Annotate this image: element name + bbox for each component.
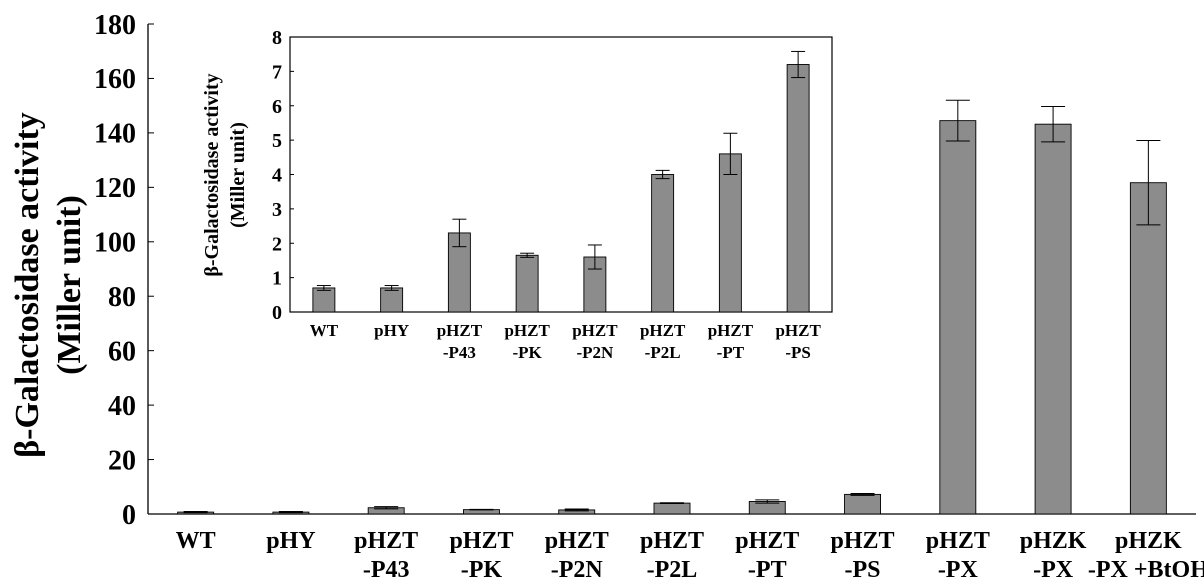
inset-y-tick-label: 5 — [272, 130, 282, 152]
inset-bar — [380, 287, 404, 313]
main-x-tick-label: pHZT — [449, 528, 513, 554]
inset-y-tick-label: 7 — [272, 61, 282, 83]
inset-x-tick-label: pHZT — [437, 321, 483, 340]
inset-x-tick-label: pHZT — [775, 321, 821, 340]
inset-y-axis-title-line2: (Miller unit) — [227, 122, 249, 228]
main-x-tick-label: -PX +BtOH — [1088, 557, 1204, 579]
inset-x-tick-label: -PK — [512, 343, 542, 362]
inset-y-tick-label: 4 — [272, 165, 282, 187]
inset-x-tick-label: -PT — [717, 343, 745, 362]
main-bar — [653, 502, 691, 515]
inset-x-tick-label: pHZT — [572, 321, 618, 340]
main-x-tick-label: -PS — [845, 557, 881, 579]
main-x-tick-label: -P43 — [363, 557, 410, 579]
inset-y-axis-title-line1: β-Galactosidase activity — [201, 73, 223, 276]
inset-y-axis-title: β-Galactosidase activity (Miller unit) — [201, 73, 249, 276]
main-x-tick-label: -PT — [748, 557, 787, 579]
main-x-tick-label: -P2L — [647, 557, 698, 579]
main-x-tick-label: -PX — [938, 557, 979, 579]
inset-x-tick-label: pHZT — [708, 321, 754, 340]
inset-bar — [312, 287, 336, 313]
main-y-tick-label: 100 — [94, 228, 136, 259]
main-y-axis-title: β-Galactosidase activity (Miller unit) — [9, 112, 88, 458]
main-y-axis-title-line2: (Miller unit) — [51, 195, 88, 375]
main-bar — [844, 493, 881, 515]
inset-x-tick-label: pHY — [374, 321, 409, 340]
main-x-tick-label: WT — [176, 528, 216, 554]
main-x-tick-label: pHZK — [1020, 528, 1087, 554]
inset-x-tick-label: -PS — [785, 343, 811, 362]
main-y-tick-label: 120 — [94, 173, 136, 204]
inset-x-tick-label: -P2L — [645, 343, 681, 362]
main-y-tick-label: 160 — [94, 64, 136, 95]
inset-y-tick-label: 1 — [272, 268, 282, 290]
main-x-tick-label: pHZK — [1115, 528, 1182, 554]
inset-x-tick-label: pHZT — [504, 321, 550, 340]
main-group: 020406080100120140160180β-Galactosidase … — [9, 10, 1204, 583]
main-y-axis-title-line1: β-Galactosidase activity — [9, 112, 46, 458]
main-y-tick-label: 20 — [108, 445, 136, 476]
main-x-tick-label: pHZT — [354, 528, 418, 554]
main-x-tick-label: pHY — [266, 528, 315, 554]
inset-plot-frame — [289, 36, 833, 313]
main-x-tick-label: -PX — [1033, 557, 1074, 579]
inset-bar — [718, 153, 742, 313]
inset-x-tick-label: -P43 — [443, 343, 476, 362]
main-y-tick-label: 180 — [94, 10, 136, 41]
main-bar — [939, 120, 977, 515]
main-bar — [1034, 123, 1072, 515]
inset-x-tick-label: WT — [310, 321, 339, 340]
inset-x-tick-label: -P2N — [576, 343, 614, 362]
inset-y-tick-label: 3 — [272, 199, 282, 221]
main-y-tick-label: 40 — [108, 391, 136, 422]
main-x-tick-label: -P2N — [551, 557, 604, 579]
inset-group: 0 1 2 3 4 5 6 7 8 β-Galactosidase activity (Miller… — [201, 27, 833, 362]
inset-y-tick-label: 2 — [272, 233, 282, 255]
inset-x-tick-label: pHZT — [640, 321, 686, 340]
inset-bar — [786, 64, 810, 313]
main-y-tick-label: 60 — [108, 336, 136, 367]
inset-y-tick-label: 0 — [272, 302, 282, 324]
main-y-tick-label: 80 — [108, 282, 136, 313]
main-y-tick-label: 0 — [122, 500, 136, 531]
main-bar — [1129, 182, 1167, 515]
inset-y-tick-label: 8 — [272, 27, 282, 49]
inset-bar — [651, 174, 675, 313]
main-x-tick-label: pHZT — [831, 528, 895, 554]
main-x-tick-label: pHZT — [735, 528, 799, 554]
inset-bar — [515, 254, 539, 313]
main-x-tick-label: pHZT — [640, 528, 704, 554]
inset-y-tick-label: 6 — [272, 96, 282, 118]
main-x-tick-label: -PK — [461, 557, 503, 579]
main-x-tick-label: pHZT — [545, 528, 609, 554]
main-y-tick-label: 140 — [94, 119, 136, 150]
main-x-tick-label: pHZT — [926, 528, 990, 554]
